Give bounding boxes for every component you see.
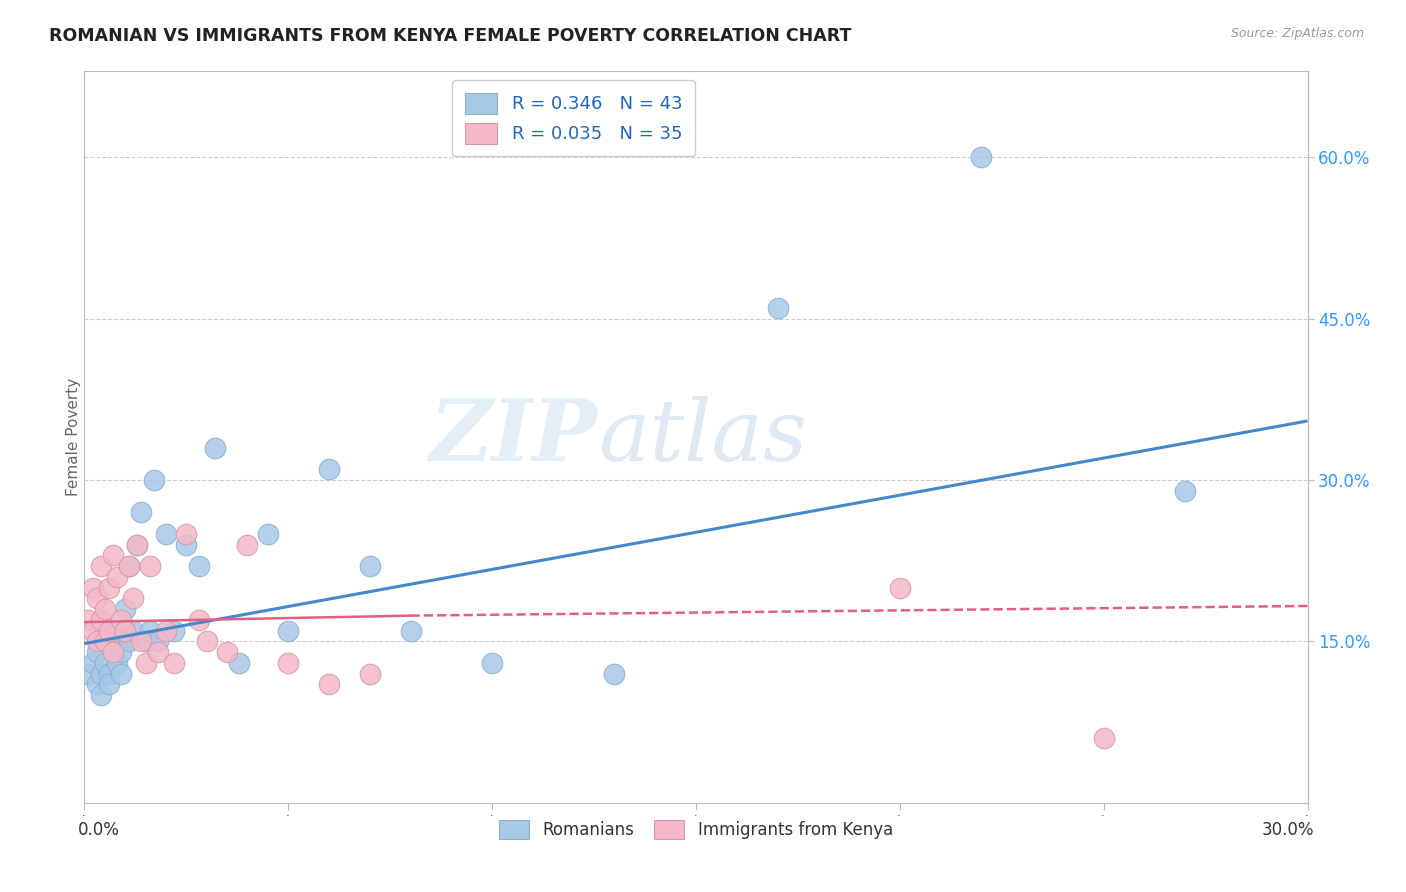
- Point: [93, 602, 115, 616]
- Text: Source: ZipAtlas.com: Source: ZipAtlas.com: [1230, 27, 1364, 40]
- Point: [195, 634, 218, 648]
- Point: [131, 505, 153, 519]
- Point: [93, 656, 115, 670]
- Point: [122, 624, 145, 638]
- Point: [766, 301, 789, 315]
- Point: [86, 634, 108, 648]
- Point: [204, 441, 226, 455]
- Point: [77, 666, 100, 681]
- Point: [82, 581, 104, 595]
- Point: [277, 624, 299, 638]
- Point: [1174, 483, 1197, 498]
- Point: [889, 581, 911, 595]
- Point: [90, 559, 112, 574]
- Point: [110, 645, 132, 659]
- Text: ZIP: ZIP: [430, 395, 598, 479]
- Point: [90, 613, 112, 627]
- Point: [122, 591, 145, 606]
- Point: [131, 634, 153, 648]
- Point: [277, 656, 299, 670]
- Point: [93, 634, 115, 648]
- Point: [77, 613, 100, 627]
- Point: [114, 602, 136, 616]
- Point: [135, 634, 157, 648]
- Point: [1092, 731, 1115, 746]
- Point: [101, 645, 124, 659]
- Point: [90, 666, 112, 681]
- Legend: Romanians, Immigrants from Kenya: Romanians, Immigrants from Kenya: [492, 814, 900, 846]
- Point: [359, 666, 381, 681]
- Point: [110, 666, 132, 681]
- Point: [318, 462, 340, 476]
- Point: [174, 538, 197, 552]
- Point: [142, 473, 165, 487]
- Point: [155, 624, 177, 638]
- Point: [101, 624, 124, 638]
- Text: 30.0%: 30.0%: [1261, 821, 1313, 839]
- Point: [86, 591, 108, 606]
- Point: [127, 538, 149, 552]
- Point: [97, 677, 120, 691]
- Point: [101, 549, 124, 563]
- Point: [105, 656, 128, 670]
- Point: [114, 624, 136, 638]
- Point: [86, 677, 108, 691]
- Point: [163, 656, 186, 670]
- Point: [82, 624, 104, 638]
- Point: [127, 538, 149, 552]
- Point: [105, 570, 128, 584]
- Point: [970, 150, 993, 164]
- Point: [318, 677, 340, 691]
- Text: atlas: atlas: [598, 396, 807, 478]
- Point: [97, 581, 120, 595]
- Point: [97, 624, 120, 638]
- Text: ROMANIAN VS IMMIGRANTS FROM KENYA FEMALE POVERTY CORRELATION CHART: ROMANIAN VS IMMIGRANTS FROM KENYA FEMALE…: [49, 27, 852, 45]
- Point: [155, 527, 177, 541]
- Point: [105, 634, 128, 648]
- Point: [163, 624, 186, 638]
- Point: [228, 656, 250, 670]
- Point: [138, 624, 160, 638]
- Point: [118, 559, 141, 574]
- Point: [217, 645, 239, 659]
- Point: [257, 527, 280, 541]
- Point: [187, 559, 209, 574]
- Point: [110, 613, 132, 627]
- Point: [399, 624, 422, 638]
- Point: [93, 634, 115, 648]
- Point: [118, 634, 141, 648]
- Point: [82, 656, 104, 670]
- Point: [174, 527, 197, 541]
- Point: [101, 645, 124, 659]
- Text: 0.0%: 0.0%: [79, 821, 120, 839]
- Point: [146, 645, 169, 659]
- Point: [97, 666, 120, 681]
- Point: [187, 613, 209, 627]
- Point: [146, 634, 169, 648]
- Point: [118, 559, 141, 574]
- Point: [236, 538, 259, 552]
- Point: [114, 624, 136, 638]
- Point: [86, 645, 108, 659]
- Point: [481, 656, 503, 670]
- Point: [90, 688, 112, 702]
- Point: [135, 656, 157, 670]
- Point: [603, 666, 626, 681]
- Y-axis label: Female Poverty: Female Poverty: [66, 378, 80, 496]
- Point: [359, 559, 381, 574]
- Point: [138, 559, 160, 574]
